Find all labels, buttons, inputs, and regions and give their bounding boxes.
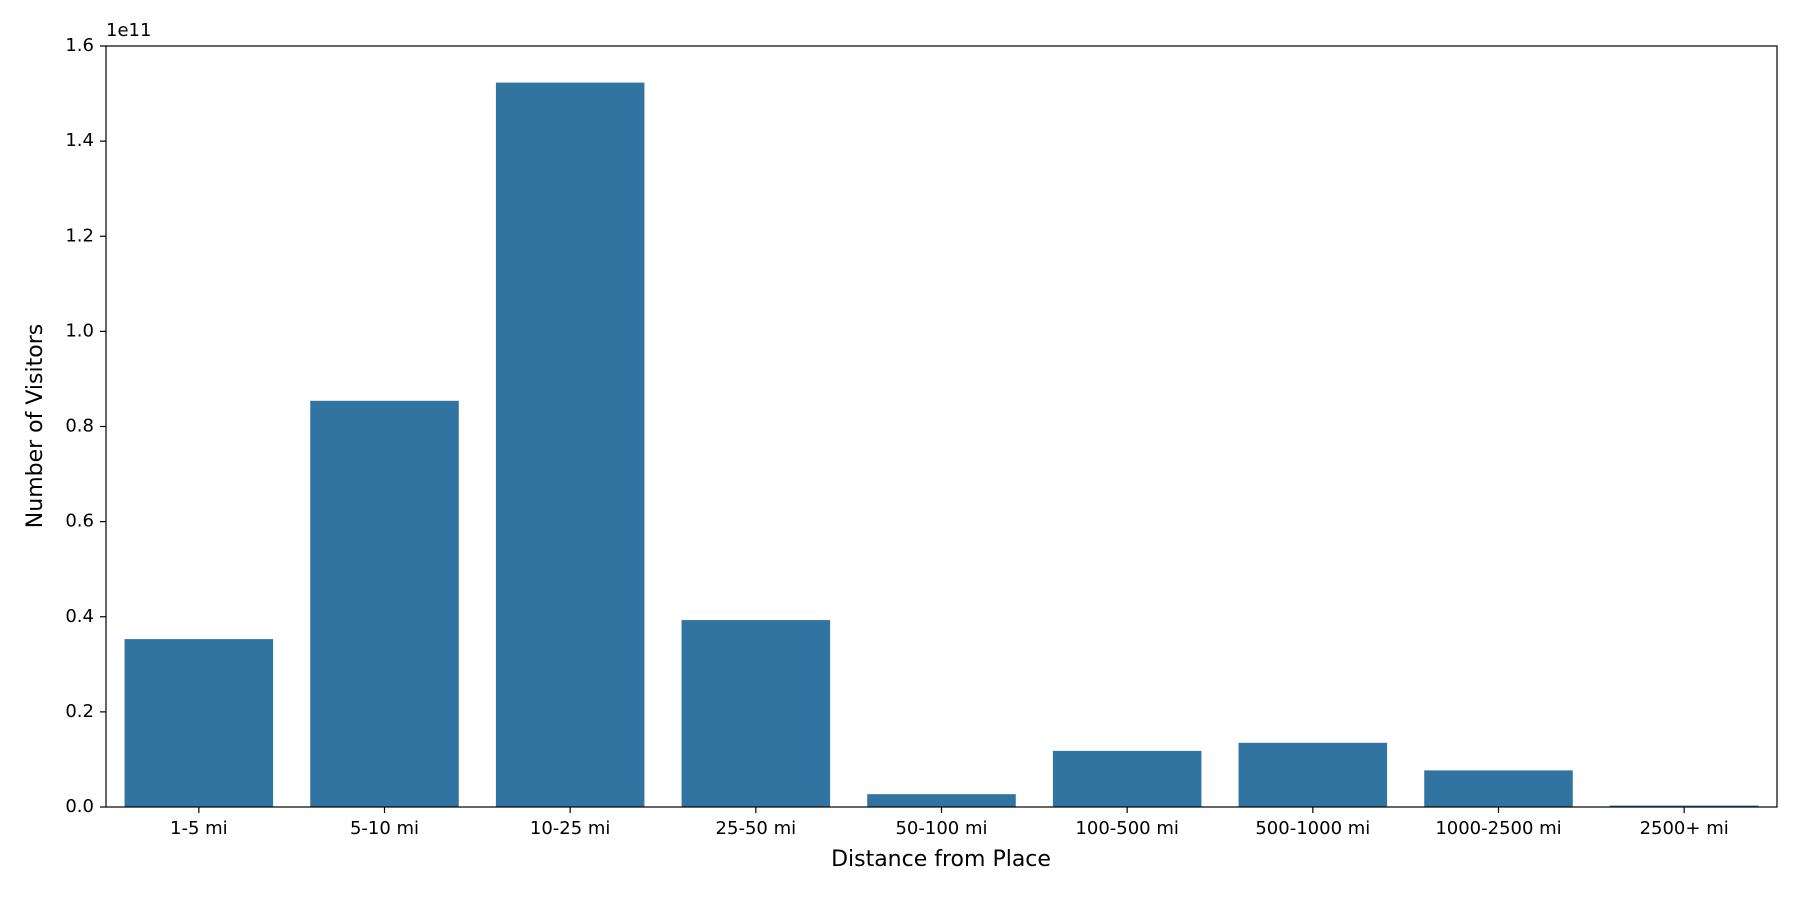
bar [1052,750,1202,807]
plot-frame [105,45,1778,808]
bar [310,400,459,807]
y-tick-label: 1.2 [65,225,94,246]
y-tick-label: 0.8 [65,416,94,437]
x-axis-label: Distance from Place [831,847,1051,872]
x-tick-label: 50-100 mi [895,818,987,839]
x-tick-label: 5-10 mi [350,818,419,839]
y-tick-label: 1.0 [65,320,94,341]
y-tick-label: 0.4 [65,606,94,627]
y-tick-label: 1.4 [65,130,94,151]
bar [867,794,1016,807]
bar [681,620,831,807]
bar [1609,805,1759,807]
x-tick-label: 2500+ mi [1640,818,1729,839]
x-tick-label: 25-50 mi [716,818,797,839]
bar [1238,742,1388,807]
x-tick-label: 10-25 mi [530,818,611,839]
y-tick-label: 0.0 [65,796,94,817]
bar [1424,770,1573,807]
y-tick-label: 1.6 [65,35,94,56]
x-tick-label: 1000-2500 mi [1435,818,1561,839]
x-tick-label: 100-500 mi [1075,818,1178,839]
y-axis-label: Number of Visitors [23,324,48,528]
y-tick-label: 0.2 [65,701,94,722]
y-tick-label: 0.6 [65,511,94,532]
offset-text: 1e11 [106,20,151,41]
x-tick-label: 1-5 mi [170,818,228,839]
bar [124,639,274,807]
x-tick-label: 500-1000 mi [1255,818,1370,839]
bar [495,82,645,808]
